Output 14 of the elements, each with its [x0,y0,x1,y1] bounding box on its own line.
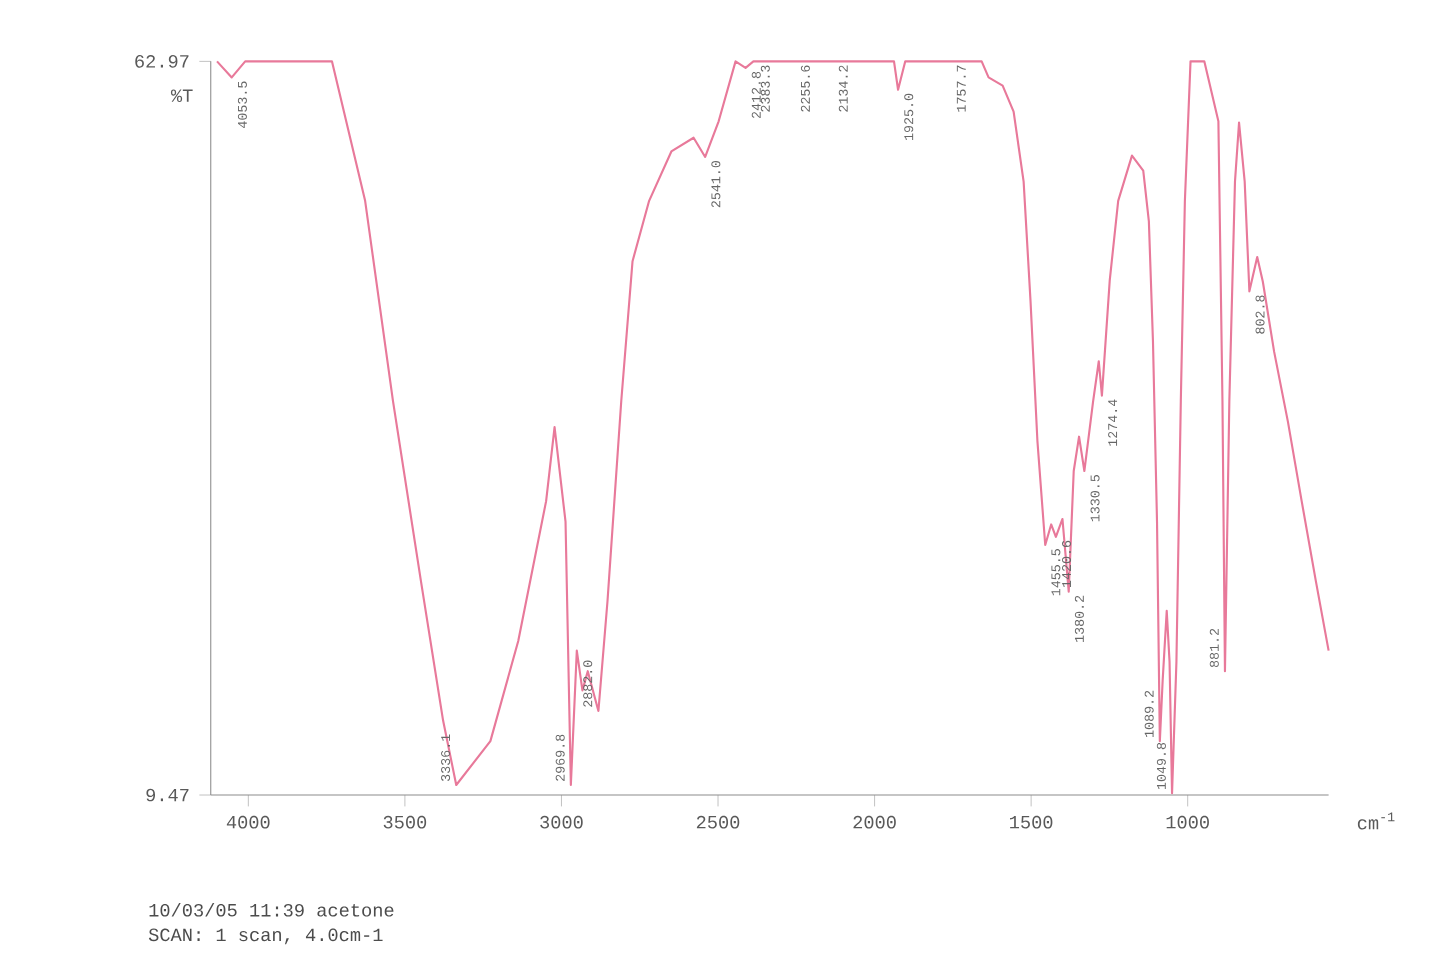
x-tick-label: 4000 [226,815,270,829]
line-series [215,60,1330,795]
x-axis-title: cm$^{-1}$ [1357,812,1395,830]
text: SCAN: 1 scan, 4.0cm-1 [148,928,383,945]
x-tick-label: 2000 [853,815,896,829]
text: 10/03/05 11:39 acetone [149,902,394,917]
x-tick-label: 3000 [540,815,583,829]
y-axis-title: %T [170,89,193,102]
y-tick-label: 62.97 [135,54,189,68]
x-tick-label: 1500 [1010,815,1053,829]
x-tick-label: 2500 [696,815,740,829]
x-tick-label: 3500 [383,815,427,829]
y-tick-label: 9.47 [146,788,189,802]
x-tick-label: 1000 [1166,815,1209,829]
